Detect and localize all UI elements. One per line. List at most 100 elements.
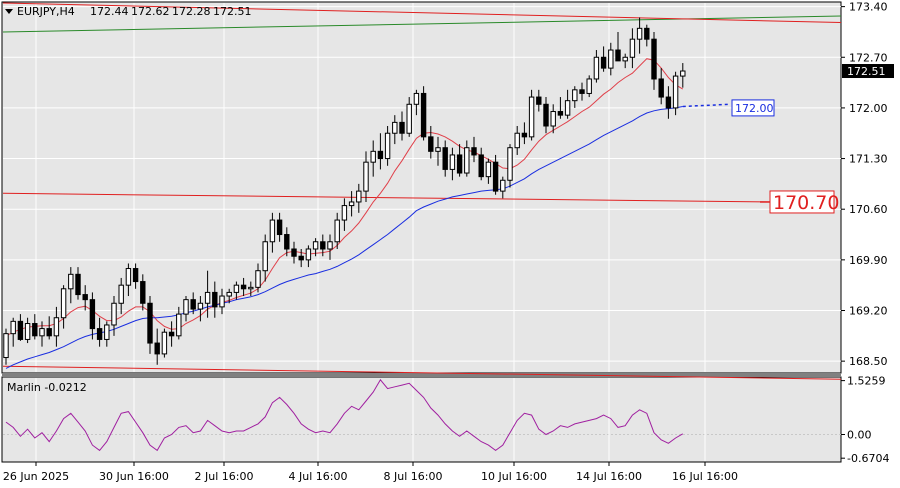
candle-body-down [492,161,499,192]
candle-body-down [17,320,24,340]
candle [262,234,268,282]
candle [586,75,592,98]
current-price-label: 172.51 [847,65,886,78]
candle-body-up [118,284,124,304]
candle [327,234,333,260]
candle [557,97,564,119]
candle-body-down [240,284,247,290]
candle [248,281,254,297]
candle-body-up [3,333,9,359]
candle [75,267,81,300]
candle-body-up [262,241,268,272]
candle [111,296,117,336]
current-price-box [842,64,894,79]
osc-y-tick-label: -0.6704 [847,452,889,465]
candle-body-up [608,49,614,69]
ma-slow-projection [682,103,731,108]
candle-body-up [197,302,204,310]
candle [593,50,600,83]
candle-body-down [536,96,542,105]
candle-body-up [312,241,319,250]
candle-body-down [276,219,283,236]
candle [384,126,391,166]
candle [442,140,448,177]
candle-body-up [564,100,571,116]
panel-separator [2,373,841,377]
candle [449,147,456,181]
candle-body-down [212,291,218,308]
osc-y-tick-label: 0.00 [847,429,872,442]
candle [356,183,362,213]
candle [226,288,232,304]
candle-body-down [471,147,477,156]
candle-body-up [334,219,340,243]
candle-body-up [226,291,232,297]
candle-body-up [485,161,492,178]
candle-body-up [464,147,470,174]
candle [125,263,132,297]
osc-y-tick-label: 1.5259 [847,375,886,388]
ohlc-close: 172.51 [213,5,252,18]
candle-body-up [204,291,211,304]
candle [46,316,52,340]
candles [3,17,686,365]
candle [478,147,484,181]
candle [68,267,74,304]
y-tick-label: 169.90 [849,254,888,267]
candle [608,42,614,76]
oscillator [5,378,684,452]
candle [615,31,621,62]
collapse-arrow-icon[interactable] [5,9,13,14]
y-tick-label: 168.50 [849,355,888,368]
y-tick-label: 173.40 [849,1,888,14]
candle [269,212,276,253]
candle [176,306,182,340]
candle [89,292,96,340]
indicator-name: Marlin -0.0212 [7,381,87,394]
candle-body-up [255,270,261,288]
candle [413,89,420,116]
candle [312,238,319,257]
ma-slow-line [5,106,683,369]
candle [521,122,528,145]
candle [32,314,38,340]
candle [197,296,204,322]
candle [341,198,348,231]
candle-body-down [557,111,564,116]
candle-body-up [680,70,686,77]
candle-body-up [104,324,110,340]
level-170-box [769,190,835,214]
candle [10,317,16,347]
candle-body-up [449,154,456,170]
candle-body-down [579,89,585,94]
lower-red-line [2,365,842,380]
candle [399,111,405,141]
candle [579,82,585,101]
candle-body-down [320,241,326,250]
red-level-line [2,192,771,203]
candle [183,296,189,322]
level-172-label: 172.00 [735,102,774,115]
candle [204,270,211,318]
candle-body-up [233,284,240,293]
candle-body-down [442,147,448,170]
candle-body-up [219,295,225,308]
candle [60,285,67,329]
candle-body-up [327,241,333,250]
candle [17,314,24,341]
candle-body-up [629,38,636,58]
candle-body-up [507,147,513,181]
upper-green-line [2,15,842,33]
candle-body-up [24,323,31,340]
candle-body-up [68,273,74,290]
time-axis: 26 Jun 2025 30 Jun 16:00 2 Jul 16:00 4 Jul … [3,462,738,483]
candle-body-down [32,323,38,337]
x-tick-label: 26 Jun 2025 [3,470,69,483]
candle-body-down [291,248,297,257]
candle-body-down [298,255,304,261]
candle [118,277,124,315]
candle-body-up [305,248,312,261]
candle [348,191,355,217]
symbol-header: EURJPY,H4 172.44 172.62 172.28 172.51 [5,5,252,18]
candle [377,133,384,170]
